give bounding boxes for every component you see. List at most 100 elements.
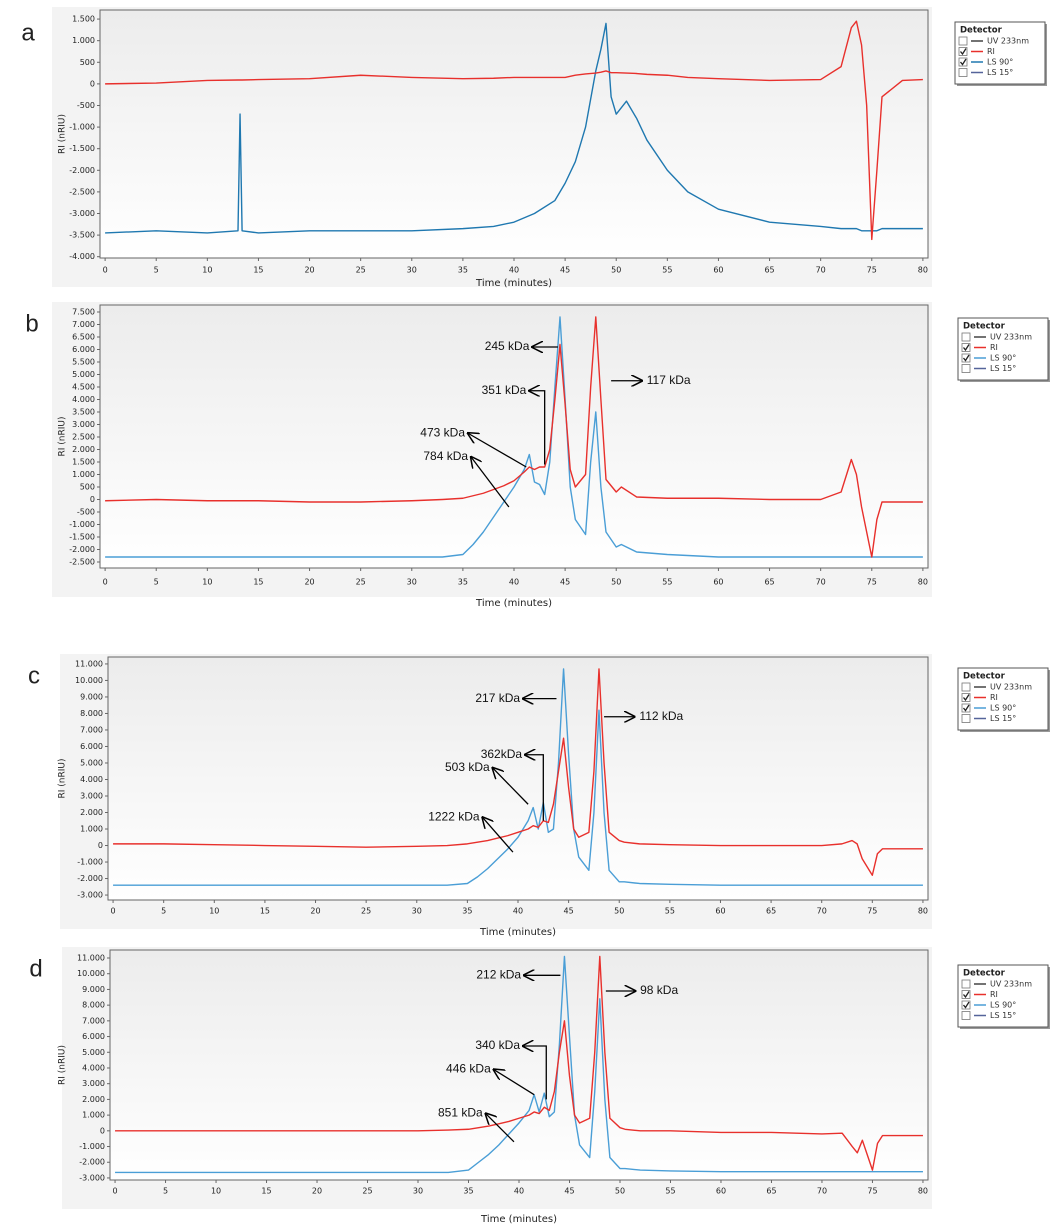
y-tick-label: -3.000 (69, 209, 95, 218)
x-tick-label: 70 (817, 907, 827, 916)
legend-checkbox (961, 364, 971, 373)
annotation-label: 503 kDa (445, 760, 490, 774)
y-tick-label: -500 (77, 508, 95, 517)
y-tick-label: 2.000 (72, 445, 95, 454)
annotation-label: 245 kDa (485, 339, 530, 353)
x-tick-label: 5 (161, 907, 166, 916)
annotation-arrow (471, 457, 510, 508)
y-tick-label: 5.000 (72, 370, 95, 379)
annotation-arrow (483, 817, 514, 853)
legend-checkbox (961, 353, 971, 363)
x-axis-title: Time (minutes) (479, 927, 556, 938)
x-tick-label: 30 (407, 266, 417, 275)
x-tick-label: 15 (261, 1187, 271, 1196)
x-tick-label: 20 (304, 578, 314, 587)
legend-check (959, 48, 967, 56)
x-tick-label: 80 (918, 266, 928, 275)
x-tick-label: 80 (918, 1187, 928, 1196)
annotation-label: 98 kDa (640, 983, 678, 997)
y-tick-label: 3.500 (72, 408, 95, 417)
legend-checkbox (961, 714, 971, 723)
plot-area (99, 9, 929, 259)
y-tick-label: -2.500 (69, 558, 95, 567)
x-tick-label: 40 (514, 1187, 524, 1196)
y-tick-label: 7.000 (82, 1016, 105, 1025)
annotation-label: 784 kDa (423, 449, 468, 463)
x-tick-label: 70 (816, 578, 826, 587)
y-tick-label: -500 (77, 101, 95, 110)
x-tick-label: 70 (817, 1187, 827, 1196)
x-tick-label: 35 (458, 266, 468, 275)
x-tick-label: 10 (211, 1187, 221, 1196)
x-tick-label: 0 (103, 266, 108, 275)
y-axis-title: RI (nRIU) (58, 1045, 68, 1085)
y-tick-label: 7.000 (72, 320, 95, 329)
annotation-arrow (468, 433, 527, 468)
annotation-arrow (494, 1070, 535, 1096)
y-tick-label: 5.500 (72, 358, 95, 367)
y-tick-label: 5.000 (80, 758, 103, 767)
y-tick-label: -4.000 (69, 252, 95, 261)
x-tick-label: 65 (766, 907, 776, 916)
x-tick-label: 20 (312, 1187, 322, 1196)
legend-check (962, 1001, 970, 1009)
series-line (115, 955, 923, 1171)
x-tick-label: 10 (202, 578, 212, 587)
y-axis-title: RI (nRIU) (58, 759, 68, 799)
panel-label: c (28, 662, 40, 689)
y-tick-label: -1.000 (69, 520, 95, 529)
x-tick-label: 75 (867, 578, 877, 587)
legend-checkbox (961, 703, 971, 713)
y-tick-label: 2.500 (72, 433, 95, 442)
y-tick-label: 7.500 (72, 308, 95, 317)
annotation-arrow (523, 1046, 547, 1100)
legend-label: RI (987, 47, 995, 56)
y-tick-label: 8.000 (80, 709, 103, 718)
y-tick-label: -2.000 (69, 166, 95, 175)
y-tick-label: 9.000 (82, 985, 105, 994)
y-tick-label: 4.000 (72, 395, 95, 404)
y-tick-label: 500 (80, 58, 95, 67)
y-tick-label: 7.000 (80, 725, 103, 734)
legend-title: Detector (963, 969, 1006, 979)
x-tick-label: 50 (611, 578, 621, 587)
annotation-label: 212 kDa (476, 967, 521, 981)
x-tick-label: 15 (253, 578, 263, 587)
y-tick-label: -1.000 (79, 1142, 105, 1151)
legend-checkbox (961, 1000, 971, 1010)
x-tick-label: 30 (407, 578, 417, 587)
x-tick-label: 25 (356, 266, 366, 275)
legend (957, 964, 1049, 1028)
legend-check (962, 344, 970, 352)
y-tick-label: 4.000 (82, 1063, 105, 1072)
y-tick-label: 8.000 (82, 1001, 105, 1010)
y-tick-label: 3.000 (72, 420, 95, 429)
x-tick-label: 10 (202, 266, 212, 275)
panel-label: a (21, 19, 35, 46)
legend-checkbox (961, 979, 971, 989)
legend-check (959, 58, 967, 66)
x-tick-label: 25 (362, 1187, 372, 1196)
y-tick-label: 0 (98, 841, 103, 850)
x-tick-label: 55 (662, 578, 672, 587)
x-axis-title: Time (minutes) (475, 278, 552, 289)
x-tick-label: 15 (253, 266, 263, 275)
y-tick-label: 4.000 (80, 775, 103, 784)
y-tick-label: -2.500 (69, 187, 95, 196)
y-tick-label: -1.000 (77, 858, 103, 867)
x-tick-label: 75 (867, 907, 877, 916)
y-tick-label: 1.500 (72, 15, 95, 24)
x-axis-title: Time (minutes) (480, 1214, 557, 1225)
x-tick-label: 0 (113, 1187, 118, 1196)
y-tick-label: -2.000 (77, 874, 103, 883)
series-line (113, 668, 923, 876)
legend-title: Detector (960, 26, 1003, 36)
annotation-label: 340 kDa (475, 1038, 520, 1052)
series-line (105, 316, 923, 558)
x-tick-label: 5 (154, 266, 159, 275)
y-tick-label: 9.000 (80, 692, 103, 701)
y-tick-label: -3.000 (79, 1173, 105, 1182)
legend-label: RI (990, 990, 998, 999)
legend-label: UV 233nm (990, 333, 1032, 342)
y-tick-label: -2.000 (69, 545, 95, 554)
